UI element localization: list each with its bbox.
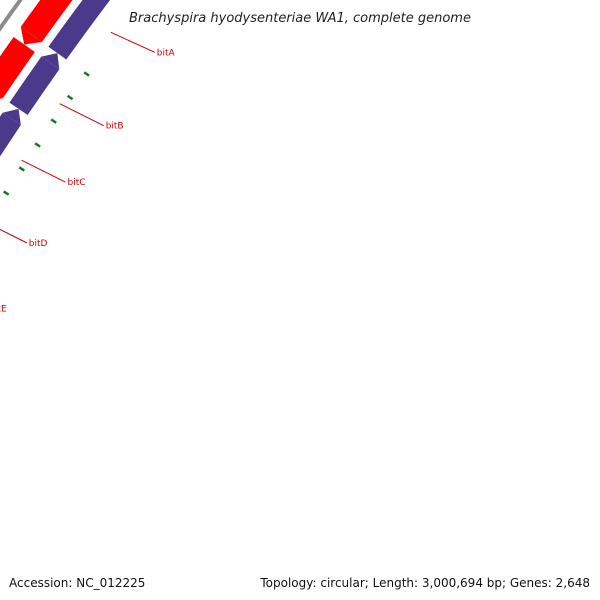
gene-leader-line [59, 103, 104, 127]
forward-cds-block [20, 0, 73, 43]
cds-arrow-tip [2, 108, 21, 126]
inner-tick [34, 142, 41, 148]
cds-arrow-tip [0, 96, 3, 99]
gene-labels: bitA bitB bitC bitD bitE [0, 31, 176, 315]
gene-leader-line [21, 159, 66, 183]
gene-label-bitC: bitC [68, 178, 86, 188]
accession-text: Accession: NC_012225 [9, 576, 145, 590]
reverse-cds-block [0, 112, 21, 157]
reverse-cds-block [9, 56, 60, 116]
cds-arrow-tip [41, 53, 60, 70]
inner-tick [50, 118, 57, 124]
map-title: Brachyspira hyodysenteriae WA1, complete… [129, 11, 471, 26]
inner-tick [83, 71, 90, 77]
map-layer: 1023 kbp1024 kbp1025 kbp1026 kbp1027 kbp… [0, 0, 176, 315]
inner-tick [2, 190, 10, 196]
inner-tick-marks [2, 71, 90, 196]
gene-label-bitE: bitE [0, 305, 7, 315]
cds-arrow-tip [20, 26, 42, 45]
gene-leader-line [0, 228, 28, 244]
gene-leader-line [110, 31, 156, 53]
reverse-cds-block [48, 0, 111, 60]
forward-cds-block [0, 36, 35, 99]
forward-cds-track [0, 0, 73, 99]
gene-label-bitA: bitA [157, 48, 176, 58]
backbone-ring [0, 0, 23, 32]
reverse-cds-track [0, 0, 111, 157]
footer: Accession: NC_012225 Topology: circular;… [0, 570, 590, 598]
inner-tick [66, 94, 74, 101]
gene-label-bitD: bitD [29, 239, 48, 249]
inner-tick [18, 166, 25, 172]
gene-label-bitB: bitB [106, 122, 124, 132]
topology-summary-text: Topology: circular; Length: 3,000,694 bp… [259, 576, 590, 590]
